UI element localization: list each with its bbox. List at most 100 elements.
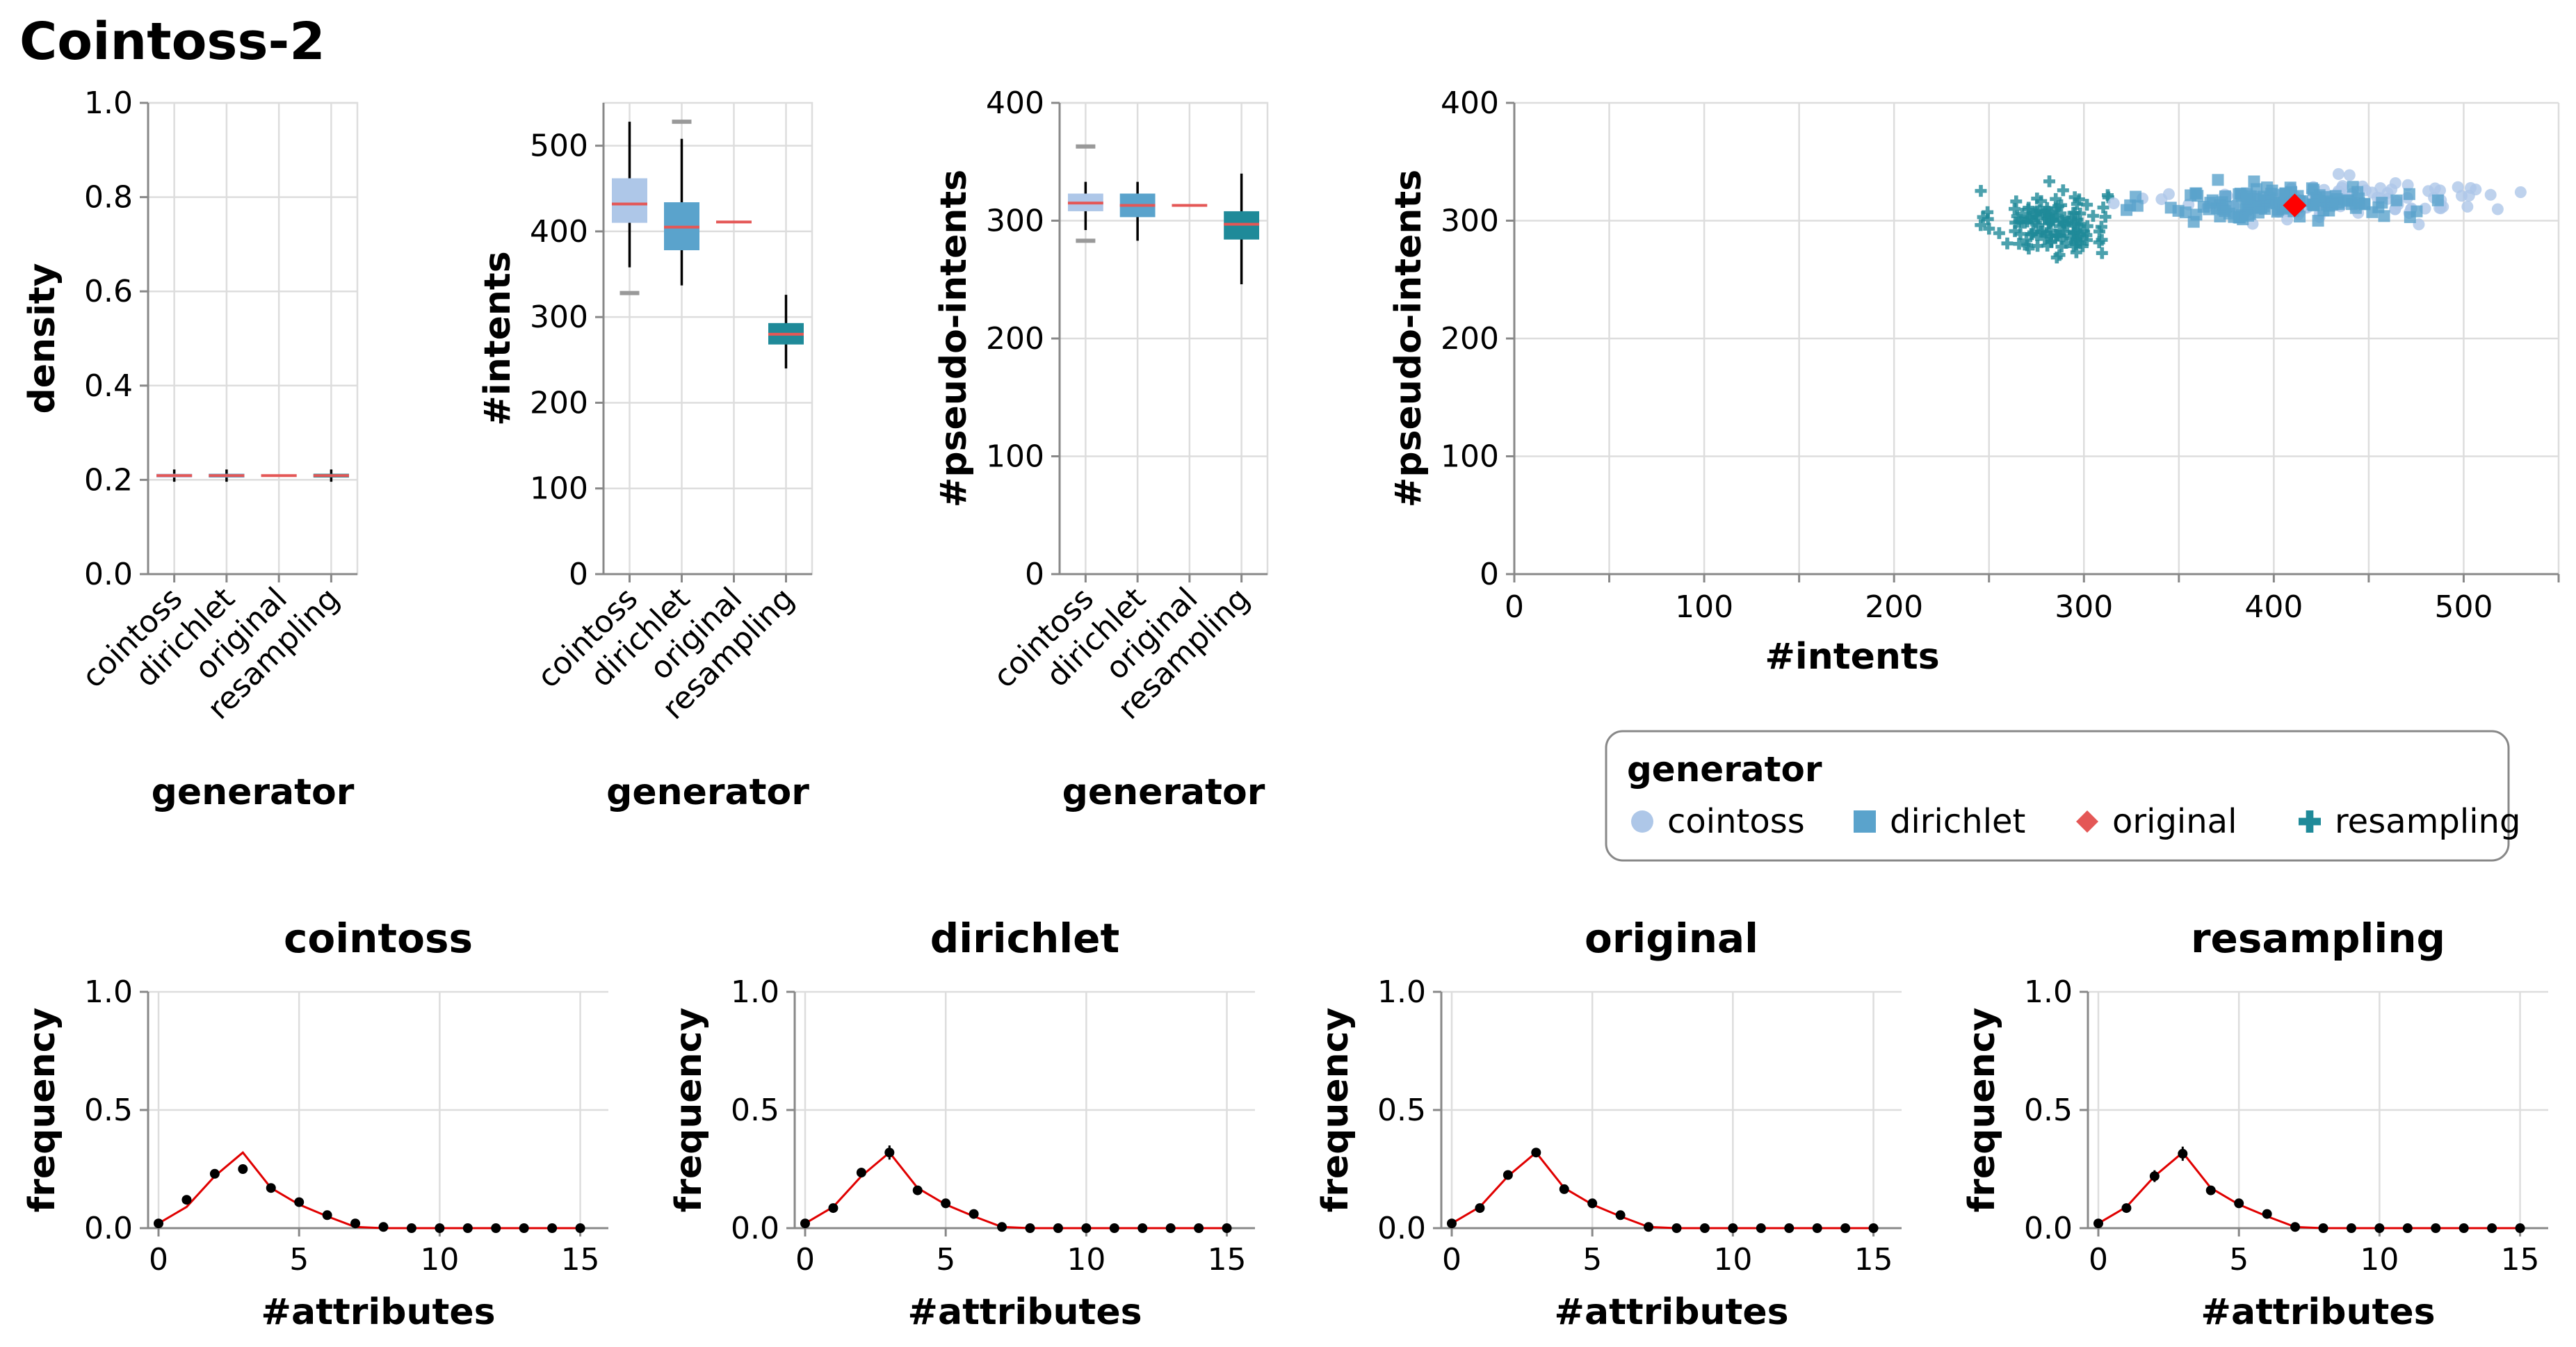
y-axis-title: frequency xyxy=(668,1008,710,1213)
scatter-point-resampling xyxy=(2024,212,2036,224)
y-tick-label: 0.5 xyxy=(84,1093,133,1128)
frequency-point xyxy=(941,1198,951,1209)
frequency-point xyxy=(350,1218,361,1229)
y-axis-title: frequency xyxy=(22,1008,63,1213)
scatter-point-resampling xyxy=(2070,246,2082,259)
frequency-point xyxy=(238,1164,248,1174)
frequency-point xyxy=(2487,1223,2497,1233)
x-tick-label: 200 xyxy=(1865,589,1923,625)
x-axis-title: #attributes xyxy=(2201,1291,2435,1333)
scatter-point-resampling xyxy=(2013,238,2025,250)
boxplot-pseudo_intents: 0100200300400cointossdirichletoriginalre… xyxy=(933,85,1269,813)
legend-label-cointoss: cointoss xyxy=(1667,802,1805,841)
frequency-point xyxy=(2290,1222,2301,1232)
frequency-point xyxy=(519,1223,529,1233)
frequency-point xyxy=(154,1218,163,1229)
scatter-point-resampling xyxy=(1993,227,2005,239)
scatter-point-resampling xyxy=(2074,237,2087,250)
scatter-point-resampling xyxy=(2095,220,2107,233)
scatter-point-resampling xyxy=(2097,202,2109,214)
x-tick-label: 300 xyxy=(2055,589,2113,625)
frequency-point xyxy=(1194,1223,1204,1233)
scatter-point-resampling xyxy=(2068,206,2081,219)
x-tick-label: 5 xyxy=(289,1242,309,1277)
x-tick-label: 15 xyxy=(561,1242,600,1277)
panel-title: dirichlet xyxy=(930,915,1120,962)
x-axis-title: #attributes xyxy=(261,1291,495,1333)
frequency-point xyxy=(2431,1223,2441,1233)
frequency-point xyxy=(1728,1223,1738,1233)
y-tick-label: 100 xyxy=(1441,439,1499,475)
scatter-point-resampling xyxy=(2032,219,2045,231)
y-tick-label: 0.0 xyxy=(1377,1211,1426,1246)
scatter-point-resampling xyxy=(2011,210,2023,222)
y-tick-label: 0.0 xyxy=(2024,1211,2073,1246)
scatter-point-resampling xyxy=(2055,240,2068,253)
scatter-point-resampling xyxy=(2053,249,2066,261)
frequency-point xyxy=(2458,1223,2469,1233)
y-axis-title: density xyxy=(22,263,63,414)
frequency-point xyxy=(912,1185,923,1195)
scatter-point-resampling xyxy=(2099,211,2112,223)
scatter-point-resampling xyxy=(2039,233,2051,245)
frequency-panel-dirichlet: 0 5 10 15 0.0 0.5 1.0 dirichlet #attributes frequ… xyxy=(668,915,1255,1333)
x-tick-label: 15 xyxy=(2501,1242,2540,1277)
y-tick-label: 300 xyxy=(1441,204,1499,239)
scatter-point-dirichlet xyxy=(2378,210,2390,222)
x-axis-title: generator xyxy=(152,772,355,813)
scatter-point-resampling xyxy=(2030,216,2042,229)
scatter-point-dirichlet xyxy=(2130,190,2142,203)
scatter-point-resampling xyxy=(1977,211,1989,223)
frequency-point xyxy=(1222,1223,1232,1233)
scatter-point-resampling xyxy=(2026,228,2039,240)
frequency-point xyxy=(1447,1218,1457,1229)
scatter-point-resampling xyxy=(1975,219,1987,231)
y-tick-label: 200 xyxy=(986,321,1044,357)
x-tick-label: 5 xyxy=(1582,1242,1602,1277)
scatter-point-cointoss xyxy=(2452,181,2464,193)
scatter-point-resampling xyxy=(2072,231,2084,243)
y-tick-label: 100 xyxy=(986,439,1044,475)
panel-title: original xyxy=(1585,915,1758,962)
frequency-point xyxy=(2205,1185,2216,1195)
scatter-point-resampling xyxy=(1975,185,1987,197)
frequency-point xyxy=(1025,1223,1035,1233)
scatter-point-resampling xyxy=(2041,239,2054,252)
scatter-point-cointoss xyxy=(2374,182,2387,195)
scatter-point-cointoss xyxy=(2514,186,2527,198)
y-tick-label: 0.0 xyxy=(731,1211,779,1246)
scatter-point-cointoss xyxy=(2332,168,2344,180)
scatter-point-resampling xyxy=(2067,240,2080,252)
frequency-point xyxy=(1840,1223,1851,1233)
frequency-point xyxy=(1137,1223,1148,1233)
scatter-point-original xyxy=(2283,193,2307,218)
legend-symbol-dirichlet xyxy=(1854,810,1876,833)
scatter-point-resampling xyxy=(2023,202,2035,214)
x-tick-label: 0 xyxy=(795,1242,815,1277)
figure-title: Cointoss-2 xyxy=(19,12,325,72)
scatter-point-resampling xyxy=(2021,239,2034,252)
frequency-point xyxy=(378,1222,389,1232)
scatter-point-resampling xyxy=(2050,229,2063,242)
scatter-point-resampling xyxy=(1982,206,1994,218)
y-axis-title: #pseudo-intents xyxy=(1388,170,1429,507)
scatter-point-dirichlet xyxy=(2349,202,2362,214)
x-tick-label: 15 xyxy=(1854,1242,1893,1277)
frequency-point xyxy=(575,1223,585,1233)
x-tick-label: 500 xyxy=(2434,589,2493,625)
frequency-point xyxy=(2515,1223,2525,1233)
scatter-point-dirichlet xyxy=(2411,205,2423,218)
scatter-point-resampling xyxy=(2078,225,2091,238)
scatter-point-dirichlet xyxy=(2403,188,2415,200)
frequency-panel-cointoss: 0 5 10 15 0.0 0.5 1.0 cointoss #attributes freque… xyxy=(22,915,608,1333)
frequency-line xyxy=(158,1151,581,1230)
frequency-point xyxy=(1165,1223,1176,1233)
y-tick-label: 0.5 xyxy=(731,1093,779,1128)
y-tick-label: 200 xyxy=(530,385,588,421)
scatter-point-resampling xyxy=(2081,199,2093,211)
x-axis-title: #intents xyxy=(1765,636,1939,678)
scatter-point-dirichlet xyxy=(2306,198,2319,211)
scatter-point-resampling xyxy=(2066,212,2078,224)
scatter-point-resampling xyxy=(2057,184,2069,197)
y-tick-label: 0.6 xyxy=(84,274,133,309)
